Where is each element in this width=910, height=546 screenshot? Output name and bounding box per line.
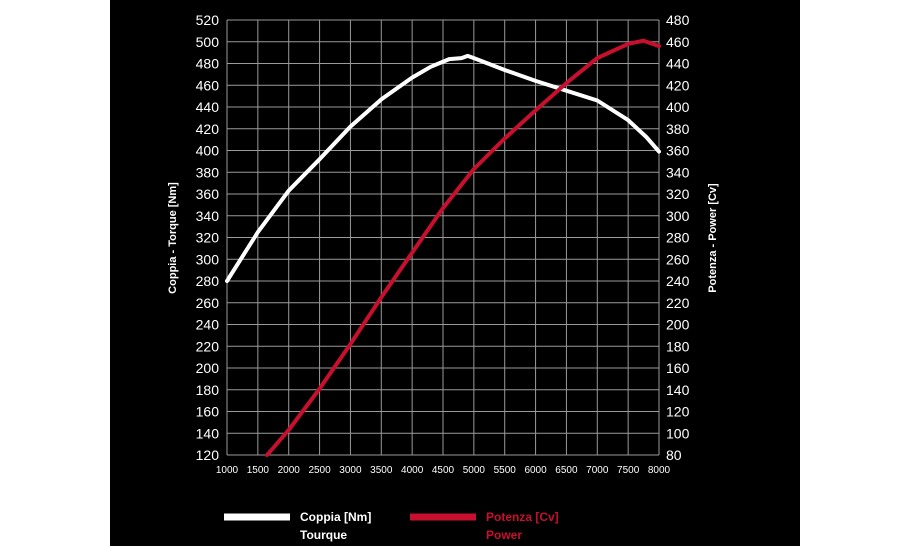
x-tick-label: 4000 <box>401 465 424 476</box>
left-tick-label: 200 <box>196 360 220 376</box>
right-tick-label: 80 <box>666 447 682 463</box>
legend: Coppia [Nm] Tourque Potenza [Cv] Power <box>224 510 559 542</box>
left-tick-label: 320 <box>196 230 220 246</box>
legend-label-torque-en: Tourque <box>300 528 347 542</box>
left-tick-label: 440 <box>196 99 220 115</box>
x-tick-label: 1500 <box>247 465 270 476</box>
x-tick-label: 1000 <box>216 465 239 476</box>
x-tick-label: 3500 <box>370 465 393 476</box>
right-tick-label: 420 <box>666 77 690 93</box>
right-tick-label: 340 <box>666 164 690 180</box>
right-tick-label: 180 <box>666 338 690 354</box>
x-tick-label: 5000 <box>463 465 486 476</box>
left-tick-label: 400 <box>196 143 220 159</box>
right-tick-label: 240 <box>666 273 690 289</box>
left-axis-label: Coppia - Torque [Nm] <box>167 182 179 294</box>
right-tick-label: 320 <box>666 186 690 202</box>
left-tick-label: 480 <box>196 56 220 72</box>
left-tick-label: 420 <box>196 121 220 137</box>
legend-label-power: Potenza [Cv] <box>486 510 559 524</box>
right-tick-label: 200 <box>666 317 690 333</box>
right-axis-label: Potenza - Power [Cv] <box>707 183 719 293</box>
left-tick-label: 160 <box>196 404 220 420</box>
left-tick-label: 140 <box>196 425 220 441</box>
x-tick-label: 7500 <box>617 465 640 476</box>
right-tick-label: 440 <box>666 56 690 72</box>
right-tick-label: 300 <box>666 208 690 224</box>
left-tick-label: 500 <box>196 34 220 50</box>
legend-label-power-en: Power <box>486 528 522 542</box>
right-tick-label: 480 <box>666 12 690 28</box>
right-tick-label: 100 <box>666 425 690 441</box>
left-tick-label: 460 <box>196 77 220 93</box>
x-tick-label: 4500 <box>432 465 455 476</box>
right-axis-ticks: 80 100 120 140 160 180 200 220 240 260 280 300 320 34… <box>666 12 690 463</box>
right-tick-label: 360 <box>666 143 690 159</box>
right-tick-label: 220 <box>666 295 690 311</box>
left-tick-label: 260 <box>196 295 220 311</box>
left-tick-label: 220 <box>196 338 220 354</box>
x-axis-ticks: 1000 1500 2000 2500 3000 3500 4000 4500 5000 5500… <box>216 465 671 476</box>
x-tick-label: 2500 <box>308 465 331 476</box>
left-tick-label: 340 <box>196 208 220 224</box>
right-tick-label: 280 <box>666 230 690 246</box>
series-lines <box>225 38 661 457</box>
left-tick-label: 360 <box>196 186 220 202</box>
right-tick-label: 120 <box>666 404 690 420</box>
left-axis-ticks: 120 140 160 180 200 220 240 260 280 300 320 340 360 3… <box>196 12 220 463</box>
legend-label-torque: Coppia [Nm] <box>300 510 371 524</box>
right-tick-label: 400 <box>666 99 690 115</box>
left-tick-label: 520 <box>196 12 220 28</box>
left-tick-label: 380 <box>196 164 220 180</box>
left-tick-label: 280 <box>196 273 220 289</box>
left-tick-label: 240 <box>196 317 220 333</box>
left-tick-label: 300 <box>196 251 220 267</box>
left-tick-label: 180 <box>196 382 220 398</box>
x-tick-label: 6500 <box>555 465 578 476</box>
right-tick-label: 380 <box>666 121 690 137</box>
grid <box>226 19 660 456</box>
series-line-torque <box>225 53 661 283</box>
x-tick-label: 2000 <box>278 465 301 476</box>
right-tick-label: 260 <box>666 251 690 267</box>
x-tick-label: 6000 <box>524 465 547 476</box>
x-tick-label: 3000 <box>339 465 362 476</box>
right-tick-label: 460 <box>666 34 690 50</box>
series-line-power <box>265 38 661 457</box>
left-tick-label: 120 <box>196 447 220 463</box>
x-tick-label: 5500 <box>494 465 517 476</box>
right-tick-label: 140 <box>666 382 690 398</box>
right-tick-label: 160 <box>666 360 690 376</box>
x-tick-label: 8000 <box>648 465 671 476</box>
x-tick-label: 7000 <box>586 465 609 476</box>
